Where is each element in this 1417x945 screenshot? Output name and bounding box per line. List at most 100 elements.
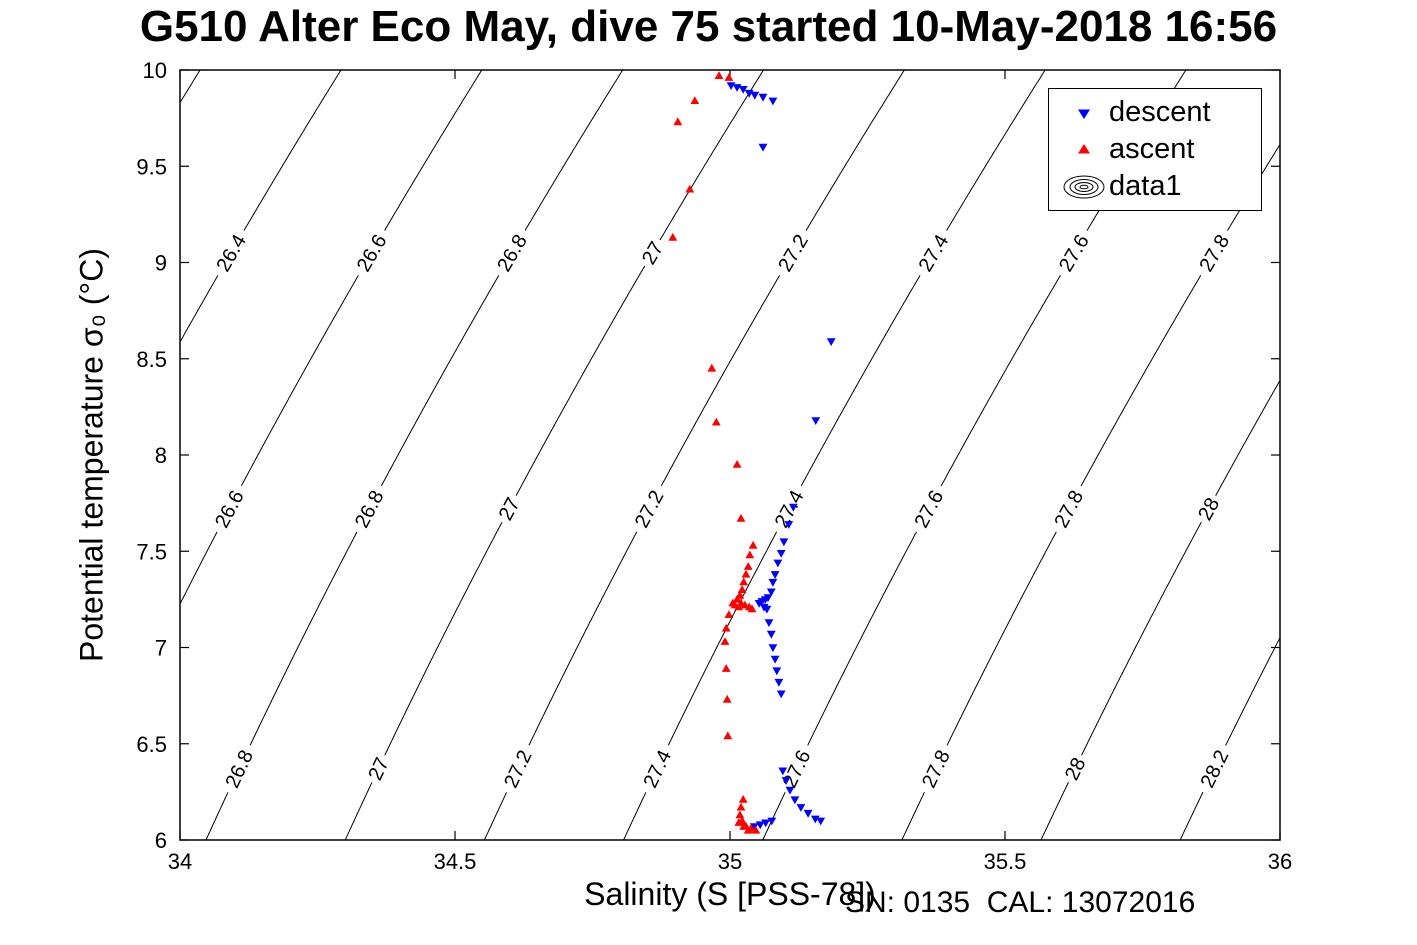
triangle-up-marker [743, 825, 753, 834]
triangle-down-marker [768, 97, 778, 106]
triangle-down-marker [781, 777, 791, 785]
contour-label-27.8: 27.8 [1045, 480, 1092, 538]
triangle-up-marker [724, 73, 734, 81]
legend-label-data1: data1 [1109, 170, 1182, 202]
contour-label-27.8: 27.8 [913, 740, 958, 798]
contour-label-26.8: 26.8 [217, 740, 261, 798]
x-tick-label: 35 [718, 849, 742, 874]
triangle-down-marker [766, 630, 776, 639]
triangle-up-marker [751, 825, 761, 834]
triangle-up-marker [748, 540, 758, 549]
triangle-down-marker [738, 86, 748, 94]
triangle-down-marker [766, 588, 776, 597]
contour-label-27: 27 [361, 750, 396, 788]
triangle-down-marker [749, 823, 759, 832]
series-descent [726, 82, 836, 832]
triangle-up-icon [1059, 135, 1109, 165]
triangle-down-marker [826, 338, 836, 346]
triangle-up-marker [720, 637, 730, 645]
triangle-down-marker [784, 521, 794, 529]
ring-center [1079, 184, 1089, 189]
triangle-up-marker [734, 818, 744, 826]
contour-label-26.6: 26.6 [348, 224, 395, 282]
triangle-up-marker [673, 117, 683, 126]
contour-label-27.2: 27.2 [769, 224, 817, 282]
triangle-up-marker [690, 96, 700, 104]
triangle-down-marker [773, 559, 783, 568]
triangle-down-marker [768, 644, 778, 653]
serial-cal-note: SN: 0135 CAL: 13072016 [845, 886, 1196, 919]
figure-title: G510 Alter Eco May, dive 75 started 10-M… [139, 2, 1278, 51]
triangle-down-marker [788, 503, 798, 512]
triangle-down-marker [810, 815, 820, 824]
y-tick-label: 8.5 [136, 347, 167, 372]
triangle-down-marker [779, 538, 789, 547]
legend-item-ascent: ascent [1049, 131, 1261, 168]
triangle-down-marker [770, 571, 780, 579]
triangle-up-marker [736, 513, 746, 522]
y-axis-label: Potential temperature σ₀ (°C) [73, 248, 110, 662]
y-tick-label: 6 [155, 828, 167, 853]
contour-labels: 26.4 26.6 26.6 26.8 26.8 26.8 27 27 27 27.2 27.2 27… [206, 224, 1238, 798]
contour-label-26.4: 26.4 [207, 224, 255, 282]
contour-label-26.8: 26.8 [488, 224, 536, 282]
legend-item-data1: data1 [1049, 168, 1261, 205]
contour-label-27.4: 27.4 [766, 480, 812, 538]
triangle-down-marker [803, 809, 813, 818]
triangle-down-marker [758, 143, 768, 152]
triangle-down-marker [776, 690, 786, 699]
triangle-up-marker [732, 594, 742, 603]
triangle-down-marker [764, 619, 774, 628]
contour-line-26.4 [179, 69, 342, 342]
contour-label-27: 27 [634, 233, 671, 272]
x-tick-label: 34 [168, 849, 192, 874]
contour-label-28.2: 28.2 [1192, 740, 1237, 798]
x-axis-label: Salinity (S [PSS-78]) [584, 876, 876, 912]
triangle-down-marker [790, 796, 800, 805]
legend-label-descent: descent [1109, 96, 1211, 128]
triangle-down-marker [758, 93, 768, 102]
contour-line-26.8 [205, 69, 624, 841]
contour-line-28.2 [1179, 637, 1281, 841]
contour-label-28: 28 [1190, 489, 1227, 528]
triangle-down-marker [785, 786, 795, 795]
series-ascent [668, 71, 761, 834]
ring-inner [1074, 181, 1094, 192]
y-tick-label: 8 [155, 443, 167, 468]
triangle-up-marker [722, 694, 732, 703]
triangle-up-marker [721, 623, 731, 632]
x-tick-label: 36 [1268, 849, 1292, 874]
triangle-up-marker [745, 550, 755, 559]
contour-label-27.2: 27.2 [495, 740, 540, 798]
triangle-up-marker [735, 810, 745, 819]
legend: descent ascent data1 [1048, 88, 1262, 211]
triangle-up-marker [668, 232, 678, 241]
triangle-up-marker [743, 562, 753, 570]
x-tick-label: 35.5 [984, 849, 1027, 874]
triangle-down-marker [778, 767, 788, 776]
triangle-up-marker [737, 585, 747, 593]
triangle-down-marker [811, 417, 821, 425]
triangle-down-marker [816, 817, 826, 826]
triangle-up-marker [714, 71, 724, 79]
y-tick-label: 9.5 [136, 154, 167, 179]
triangle-up-marker [730, 600, 740, 609]
triangle-down-marker [772, 667, 782, 676]
triangle-up-marker [721, 664, 731, 672]
y-tick-label: 10 [143, 58, 167, 83]
contour-line-27.2 [483, 69, 905, 841]
contour-rings-icon [1059, 172, 1109, 202]
contour-line-26.2 [180, 69, 201, 103]
triangle-up-marker [736, 802, 746, 811]
triangle-down-glyph [1078, 109, 1090, 119]
triangle-down-marker [776, 550, 786, 558]
triangle-up-marker [739, 577, 749, 586]
triangle-up-marker [707, 363, 717, 372]
contour-label-27: 27 [491, 490, 527, 528]
ring-mid [1069, 178, 1099, 195]
contour-label-27.4: 27.4 [635, 740, 680, 798]
ring-outer [1063, 175, 1105, 198]
triangle-down-marker [762, 605, 772, 614]
triangle-up-marker [738, 795, 748, 803]
